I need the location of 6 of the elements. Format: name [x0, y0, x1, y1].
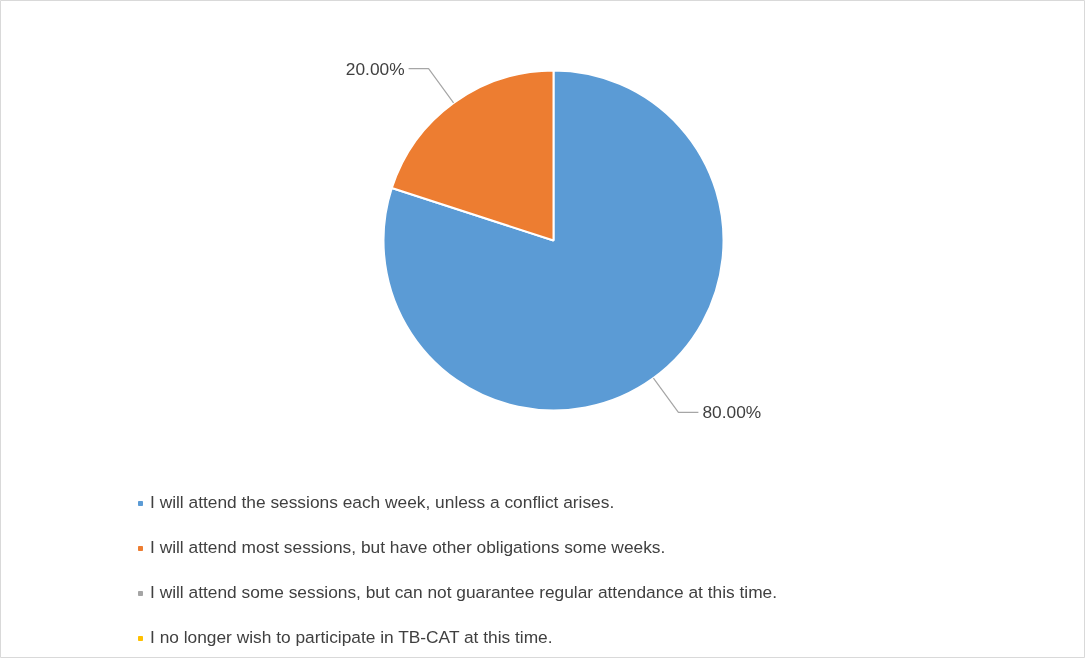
data-label: 80.00% [702, 402, 762, 423]
legend-label: I no longer wish to participate in TB-CAT at this time. [150, 627, 553, 648]
legend-label: I will attend some sessions, but can not guarantee regular attendance at this time. [150, 582, 778, 603]
legend-label: I will attend the sessions each week, unless a conflict arises. [150, 492, 615, 513]
legend-label: I will attend most sessions, but have other obligations some weeks. [150, 537, 666, 558]
data-label: 20.00% [345, 58, 405, 79]
